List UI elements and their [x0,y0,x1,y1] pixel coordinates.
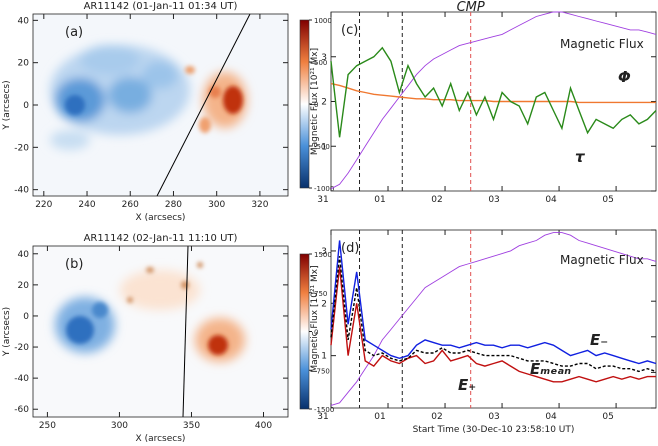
series-line [330,266,656,383]
y-tick-label: -20 [14,143,29,153]
x-tick-label: 04 [545,195,557,205]
colorbar-tick-label: 1000 [314,17,332,25]
series-label: Φ [618,68,631,86]
colorbar-tick-label: 0 [314,101,318,109]
y-tick-label: 1 [321,142,327,152]
series-line [330,240,657,365]
x-tick-label: 220 [35,200,52,210]
y-tick-label: 20 [18,59,30,69]
y-tick-label: 0 [23,312,29,322]
panel-label: (c) [341,23,358,38]
series-label: E₊ [458,376,476,394]
colorbar-tick-label: 0 [314,329,318,337]
panel-title: AR11142 (02-Jan-11 11:10 UT) [84,233,238,244]
y-tick-label: 0 [23,101,29,111]
colorbar-a [299,19,310,189]
colorbar-tick-label: 500 [314,59,327,67]
colorbar-tick-label: -750 [314,367,330,375]
x-axis-label: Start Time (30-Dec-10 23:58:10 UT) [413,425,575,435]
annotation: CMP [457,0,485,15]
x-tick-label: 05 [602,195,613,205]
x-axis-label: X (arcsecs) [136,434,186,444]
panel-title: AR11142 (01-Jan-11 01:34 UT) [84,1,238,12]
x-tick-label: 01 [374,412,385,422]
y-tick-label: 2 [321,299,327,309]
x-tick-label: 260 [122,200,139,210]
y-tick-label: 3 [321,53,327,63]
y-axis-label: Y (arcsecs) [2,307,12,357]
y-axis-label: Y (arcsecs) [2,80,12,130]
y-tick-label: 40 [18,16,30,26]
colorbar-tick-label: -1000 [314,185,334,193]
colorbar-b [299,253,310,410]
x-tick-label: 250 [39,421,56,431]
y-tick-label: 20 [18,281,30,291]
x-tick-label: 31 [317,412,328,422]
panel-label: (a) [65,25,83,40]
y-tick-label: -40 [14,186,29,196]
x-tick-label: 320 [251,200,268,210]
magnetogram-b [33,246,288,417]
y-axis-label: Magnetic Flux [10²¹ Mx] [310,265,320,372]
series-line [330,46,657,138]
series-line [330,256,657,373]
panel-label: (b) [65,257,83,272]
x-tick-label: 280 [165,200,182,210]
y-tick-label: 40 [18,250,30,260]
series-line [330,232,657,406]
series-label: Magnetic Flux [560,37,644,51]
series-label: Magnetic Flux [560,253,644,267]
x-tick-label: 400 [255,421,272,431]
series-label: E₋ [590,331,608,349]
x-tick-label: 31 [317,195,328,205]
series-line [330,82,656,104]
y-tick-label: 2 [321,98,327,108]
colorbar-tick-label: 750 [314,290,327,298]
y-axis-label: Magnetic Flux [10²¹ Mx] [310,48,320,155]
x-tick-label: 350 [183,421,200,431]
series-label: Eₘₑₐₙ [530,360,571,378]
x-tick-label: 300 [111,421,128,431]
panel-label: (d) [341,241,359,256]
x-tick-label: 04 [545,412,557,422]
plot-frame [330,229,657,409]
y-tick-label: -40 [14,374,29,384]
magnetogram-a [33,14,288,196]
y-tick-label: -60 [14,405,29,415]
colorbar-tick-label: 1500 [314,251,332,259]
series-line [330,11,657,190]
x-tick-label: 300 [208,200,225,210]
x-tick-label: 01 [374,195,385,205]
x-tick-label: 240 [78,200,95,210]
colorbar-tick-label: -500 [314,143,330,151]
x-tick-label: 02 [431,412,442,422]
colorbar-tick-label: -1500 [314,406,334,414]
y-tick-label: 1 [321,352,327,362]
x-tick-label: 05 [602,412,613,422]
x-tick-label: 03 [488,412,499,422]
x-tick-label: 03 [488,195,499,205]
x-axis-label: X (arcsecs) [136,213,186,223]
plot-frame [32,245,289,418]
x-tick-label: 02 [431,195,442,205]
y-tick-label: -20 [14,343,29,353]
series-label: τ [575,148,585,166]
y-tick-label: 3 [321,247,327,257]
